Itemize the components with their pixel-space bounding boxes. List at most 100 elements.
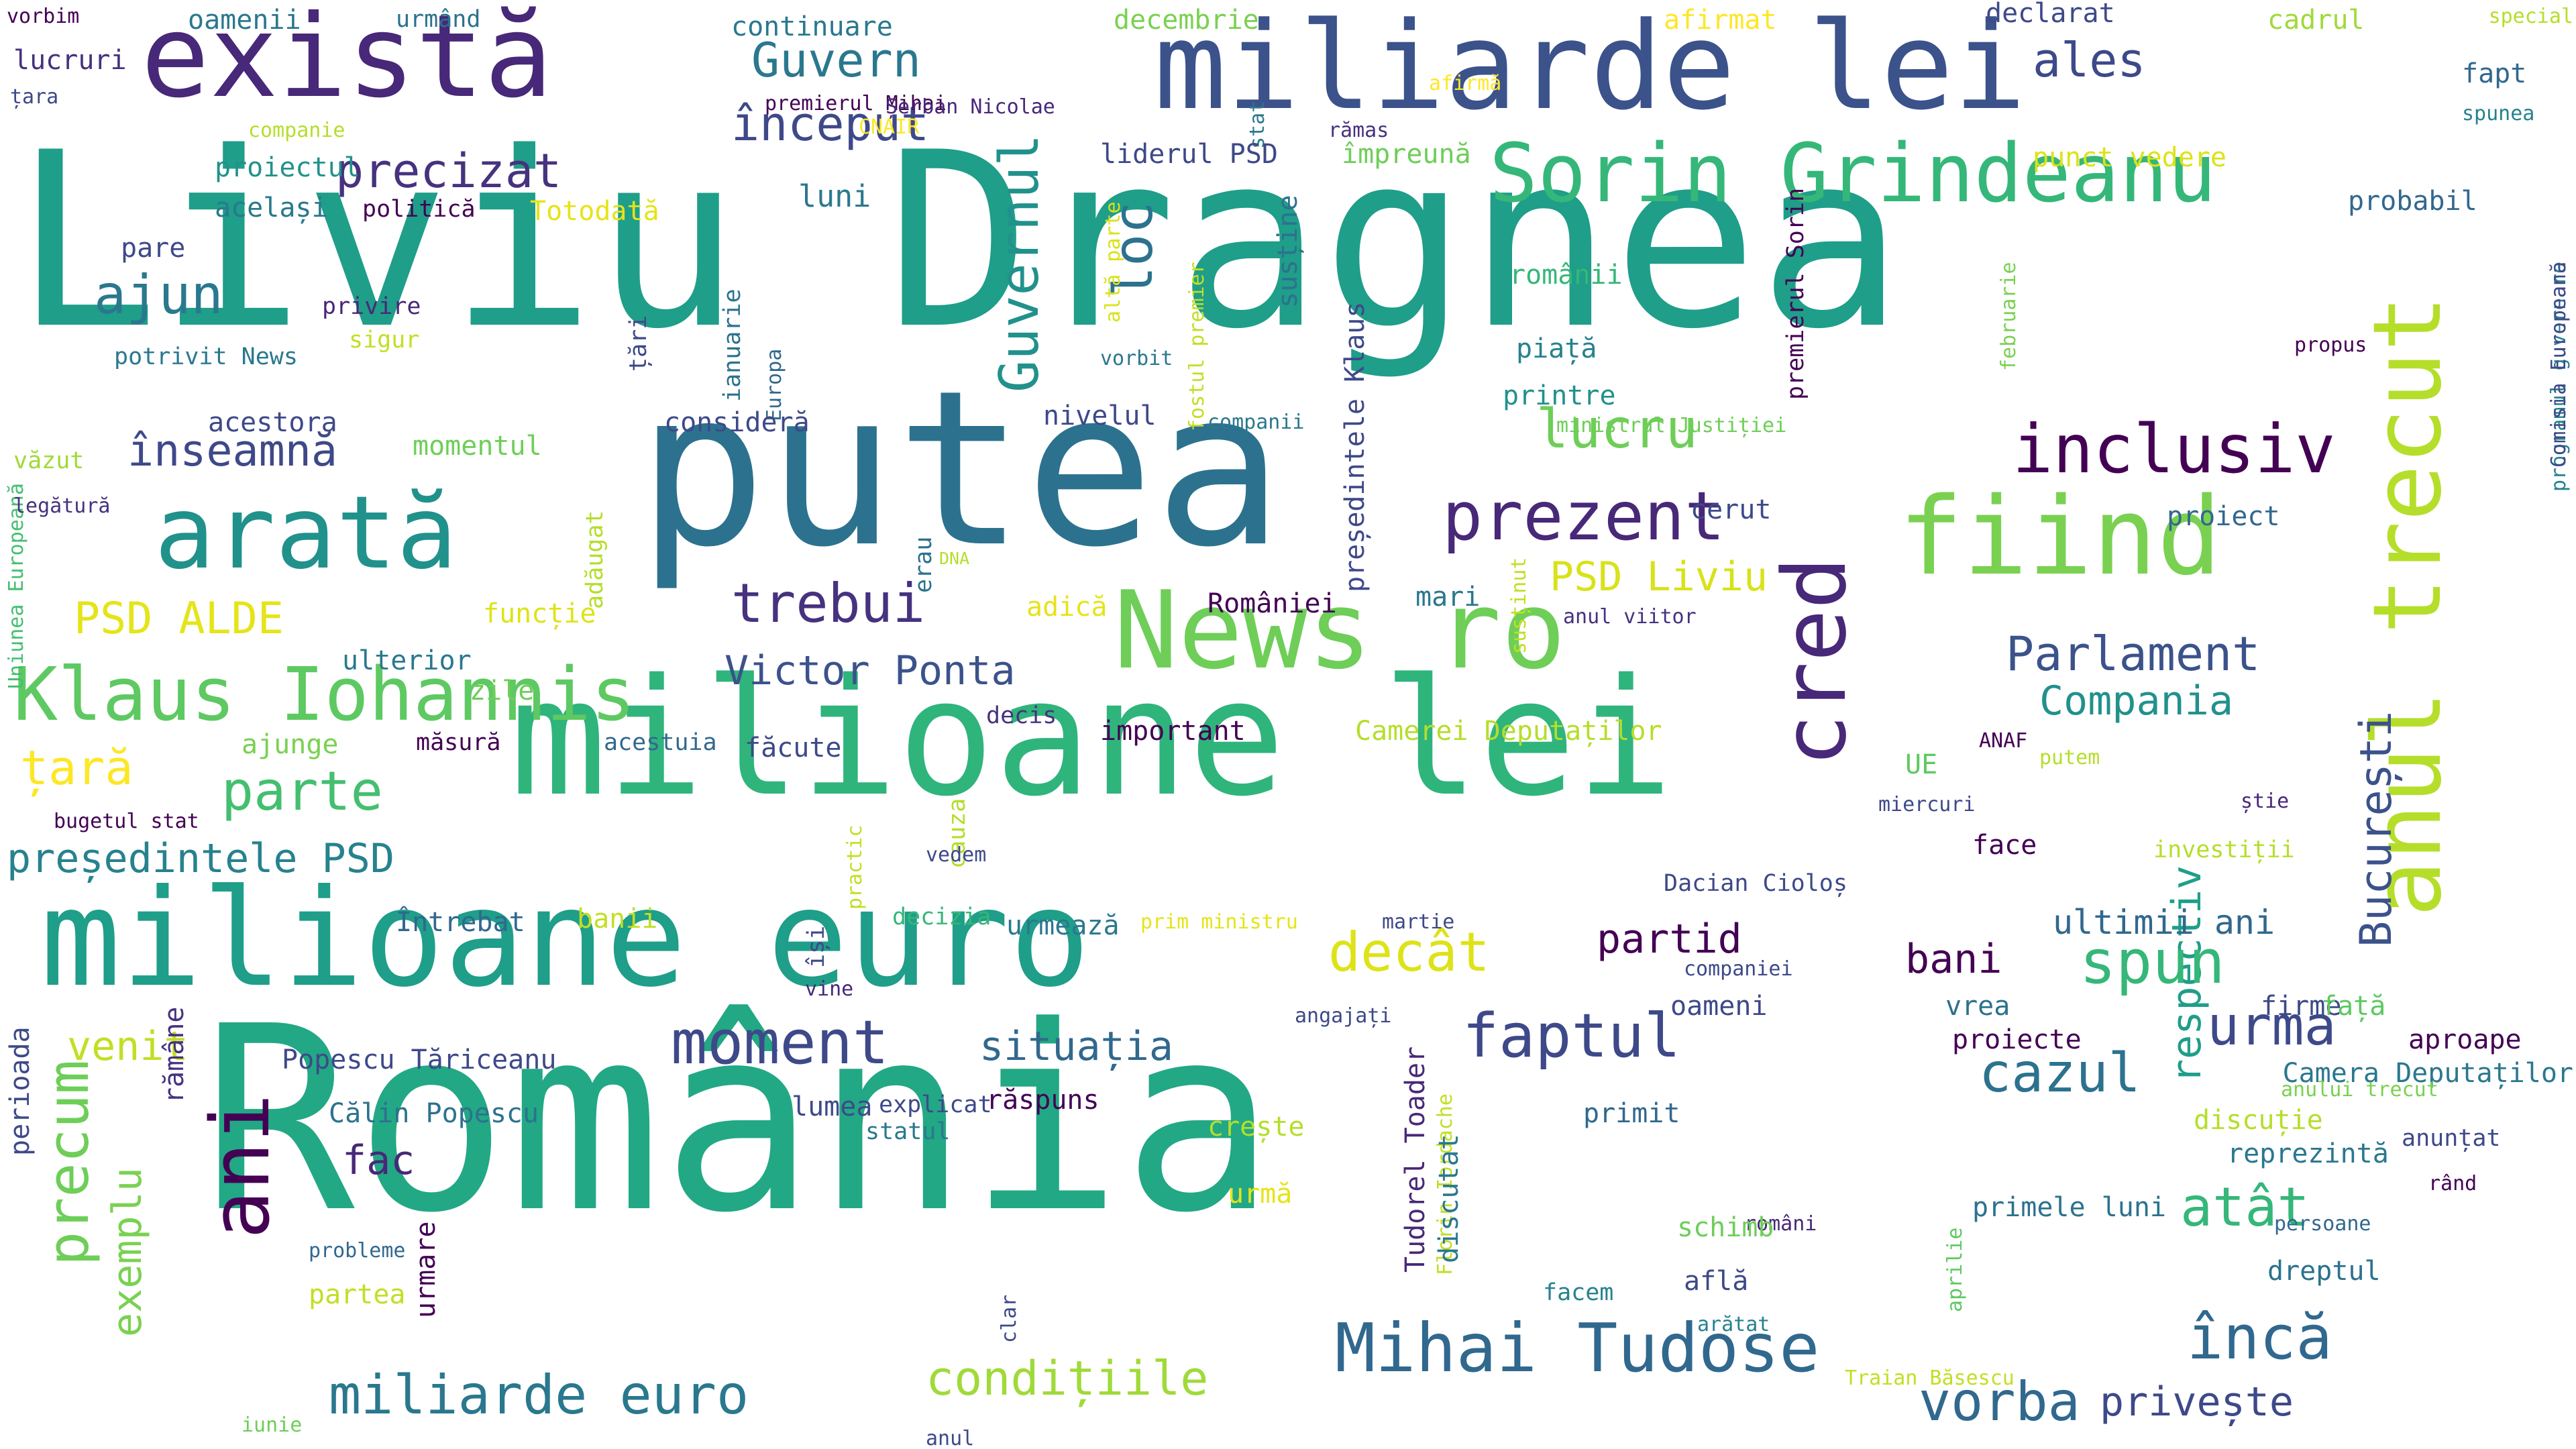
word-conditiile: condițiile [926,1351,1209,1406]
word-lucru: lucru [1536,398,1698,460]
word-vorbit: vorbit [1100,347,1173,370]
word-explicat: explicat [879,1091,992,1118]
word-guvernul: Guvernul [988,133,1051,393]
word-situatia: situația [979,1023,1173,1070]
word-companii: companii [1208,411,1305,434]
word-comisia-europeana: Comisia Europeană [2547,262,2571,468]
word-ramas: rămas [1328,119,1389,142]
word-spunea: spunea [2462,102,2535,125]
word-mari: mari [1415,582,1481,612]
word-afla: află [1684,1266,1749,1297]
word-decat: decât [1328,921,1490,983]
word-miliarde-euro: miliarde euro [329,1364,749,1426]
word-precum: precum [36,1060,102,1267]
word-special: special [2488,5,2573,28]
word-oameni: oameni [1670,991,1768,1022]
word-romani: români [1744,1212,1817,1236]
word-discutie: discuție [2194,1105,2323,1136]
word-milioane-euro: milioane euro [40,861,1091,1017]
word-lucruri: lucruri [13,45,127,76]
word-cadrul: cadrul [2267,5,2365,36]
word-banii: banii [577,904,658,934]
word-milioane-lei: milioane lei [510,644,1673,832]
word-tara: țara [10,85,59,109]
word-anuntat: anunțat [2402,1125,2501,1152]
word-exemplu: exemplu [104,1167,151,1337]
word-sustinut: susținut [1507,557,1531,654]
word-ajun: ajun [94,264,223,326]
word-prezent: prezent [1442,477,1725,555]
word-firme: firme [2261,991,2342,1022]
word-camerei-deputatilor: Camerei Deputaților [1355,716,1662,747]
word-politica: politică [362,196,476,223]
word-ajunge: ajunge [241,729,339,760]
word-vorba: vorba [1919,1371,2080,1433]
word-cerut: cerut [1690,494,1772,525]
word-inclusiv: inclusiv [2012,410,2336,488]
word-tari: țări [625,315,652,372]
word-aratat: arătat [1697,1313,1770,1336]
word-lumea: lumea [792,1091,873,1122]
word-dacian-ciolos: Dacian Cioloș [1664,870,1847,897]
word-news-ro: News ro [1114,568,1566,693]
word-ultimii-ani: ultimii ani [2053,903,2275,942]
word-urmand: urmând [396,6,481,33]
word-popescu-tariceanu: Popescu Tăriceanu [282,1044,557,1075]
word-raspuns: răspuns [986,1085,1099,1116]
word-venit: venit [67,1023,189,1070]
word-psd-liviu: PSD Liviu [1550,553,1768,600]
word-discutat: discutat [1434,1134,1464,1263]
word-vine: vine [805,977,854,1001]
word-schimb: schimb [1677,1212,1774,1243]
word-decis: decis [986,702,1057,729]
word-romanii: românii [1509,260,1623,290]
word-klaus-iohannis: Klaus Iohannis [13,651,636,737]
word-primit: primit [1583,1098,1680,1129]
word-fostul-premier: fostul premier [1185,262,1209,431]
word-putea: putea [637,345,1284,594]
word-anaf: ANAF [1979,729,2028,753]
word-face: face [1972,830,2037,861]
word-statul: statul [865,1118,951,1145]
word-vedem: vedem [926,843,987,867]
word-anul-viitor: anul viitor [1563,605,1697,629]
word-luni: luni [798,178,871,214]
word-erau: erau [910,537,937,594]
word-printre: printre [1503,380,1616,411]
word-presedintele-psd: președintele PSD [7,835,394,882]
word-presedintele-klaus: președintele Klaus [1340,301,1371,593]
word-urma: urmă [1228,1179,1293,1210]
word-decizia: decizia [892,904,991,930]
word-continuare: continuare [731,11,893,42]
word-masura: măsură [416,729,501,756]
word-piata: piață [1516,333,1597,364]
word-traian-basescu: Traian Băsescu [1845,1366,2015,1390]
word-iunie: iunie [241,1413,303,1437]
word-companiei: companiei [1684,957,1793,981]
word-victor-ponta: Victor Ponta [724,647,1016,694]
word-alta-parte: altă parte [1102,201,1125,323]
word-urma: urma [2207,995,2337,1057]
word-atat: atât [2180,1176,2310,1238]
word-liviu-dragnea: Liviu Dragnea [13,101,1904,382]
word-compania: Compania [2039,678,2233,724]
word-important: important [1100,716,1246,747]
word-urmeaza: urmează [1006,910,1120,941]
word-ue: UE [1905,749,1938,780]
word-inseamna: înseamnă [127,426,338,476]
word-ales: ales [2033,33,2146,88]
word-nivelul: nivelul [1043,400,1157,431]
word-aprilie: aprilie [1943,1228,1967,1313]
word-intrebat: Întrebat [396,907,525,938]
word-adica: adică [1026,592,1108,623]
word-practic: practic [843,825,867,910]
word-bucuresti: București [2351,710,2402,948]
word-decembrie: decembrie [1114,5,1259,36]
word-stie: știe [2241,790,2290,813]
word-impreuna: împreună [1342,139,1471,170]
word-priveste: privește [2100,1379,2294,1426]
word-tara: țară [20,741,133,796]
word-inceput: început [731,97,930,152]
word-prim-ministru: prim ministru [1140,910,1298,934]
word-proiect: proiect [2167,501,2280,532]
